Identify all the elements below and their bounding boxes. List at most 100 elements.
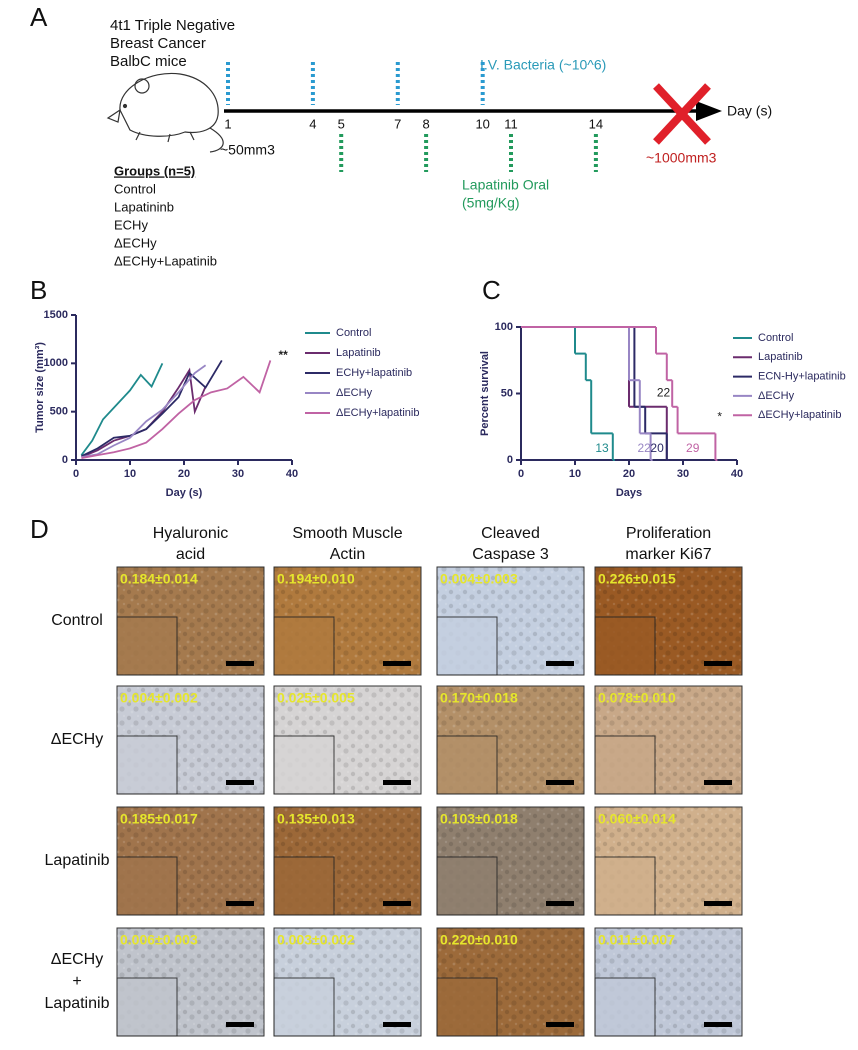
y-tick-label: 0 — [507, 454, 513, 466]
x-tick-label: 40 — [286, 468, 298, 480]
day-label: 8 — [422, 116, 429, 131]
row-label: ΔECHy — [51, 731, 103, 748]
panel-label: A — [30, 2, 48, 32]
legend-label: ECHy+lapatinib — [336, 367, 412, 379]
annotation: * — [717, 409, 722, 423]
micrograph-inset — [273, 735, 335, 795]
mouse-icon — [106, 72, 224, 153]
micrograph-inset — [116, 977, 178, 1037]
model-text: Breast Cancer — [110, 35, 206, 52]
micrograph-inset — [273, 616, 335, 676]
day-label: 5 — [338, 116, 345, 131]
scale-bar — [226, 780, 254, 785]
quantification: 0.170±0.018 — [440, 690, 518, 706]
panel-label: B — [30, 275, 47, 305]
column-header: acid — [176, 546, 205, 563]
micrograph-inset — [594, 735, 656, 795]
quantification: 0.220±0.010 — [440, 932, 518, 948]
day-label: 7 — [394, 116, 401, 131]
day-label: 1 — [224, 116, 231, 131]
quantification: 0.226±0.015 — [598, 571, 676, 587]
model-text: BalbC mice — [110, 53, 187, 70]
y-tick-label: 500 — [50, 406, 68, 418]
series-line — [80, 362, 164, 456]
x-axis-label: Day (s) — [166, 487, 203, 499]
quantification: 0.078±0.010 — [598, 690, 676, 706]
quantification: 0.185±0.017 — [120, 811, 198, 827]
legend-label: Lapatinib — [758, 351, 803, 363]
x-tick-label: 40 — [731, 468, 743, 480]
legend-label: Control — [758, 332, 793, 344]
row-label: Lapatinib — [45, 852, 110, 869]
legend-label: Lapatinib — [336, 347, 381, 359]
end-size: ~1000mm3 — [646, 150, 717, 166]
x-tick-label: 20 — [178, 468, 190, 480]
scale-bar — [546, 780, 574, 785]
annotation: 22 — [637, 441, 651, 455]
quantification: 0.004±0.002 — [120, 690, 198, 706]
lapatinib-label: (5mg/Kg) — [462, 195, 520, 211]
micrograph-inset — [594, 977, 656, 1037]
quantification: 0.184±0.014 — [120, 571, 198, 587]
x-tick-label: 0 — [518, 468, 524, 480]
scale-bar — [226, 1022, 254, 1027]
quantification: 0.103±0.018 — [440, 811, 518, 827]
group-name: ΔECHy — [114, 235, 157, 250]
annotation: 20 — [650, 441, 664, 455]
quantification: 0.194±0.010 — [277, 571, 355, 587]
y-tick-label: 50 — [501, 387, 513, 399]
y-axis-label: Percent survival — [479, 351, 491, 436]
x-tick-label: 0 — [73, 468, 79, 480]
micrograph-inset — [273, 856, 335, 916]
quantification: 0.011±0.007 — [598, 932, 675, 948]
y-tick-label: 100 — [495, 321, 513, 333]
micrograph-inset — [116, 616, 178, 676]
day-label: 10 — [475, 116, 489, 131]
row-label: Lapatinib — [45, 995, 110, 1012]
quantification: 0.135±0.013 — [277, 811, 355, 827]
group-name: Control — [114, 181, 156, 196]
scale-bar — [546, 661, 574, 666]
micrograph-inset — [116, 856, 178, 916]
group-name: Lapatininb — [114, 199, 174, 214]
column-header: Caspase 3 — [472, 546, 549, 563]
panel-label: C — [482, 275, 501, 305]
annotation: 13 — [595, 441, 609, 455]
row-label: Control — [51, 612, 103, 629]
annotation: ** — [279, 348, 289, 362]
row-label: + — [72, 973, 81, 990]
x-axis-label: Days — [616, 487, 642, 499]
series-line — [81, 364, 207, 458]
start-size: ~50mm3 — [220, 142, 275, 158]
quantification: 0.004±0.003 — [440, 571, 518, 587]
annotation: 22 — [657, 385, 671, 399]
scale-bar — [546, 901, 574, 906]
timeline-arrow — [696, 101, 722, 121]
scale-bar — [383, 661, 411, 666]
y-tick-label: 0 — [62, 454, 68, 466]
x-tick-label: 30 — [232, 468, 244, 480]
quantification: 0.025±0.005 — [277, 690, 355, 706]
micrograph-inset — [594, 856, 656, 916]
x-tick-label: 30 — [677, 468, 689, 480]
timeline-label: Day (s) — [727, 103, 772, 119]
scale-bar — [383, 780, 411, 785]
lapatinib-label: Lapatinib Oral — [462, 177, 549, 193]
x-tick-label: 20 — [623, 468, 635, 480]
legend-label: ECN-Hy+lapatinib — [758, 371, 846, 383]
column-header: Proliferation — [626, 525, 711, 542]
scale-bar — [704, 780, 732, 785]
column-header: Smooth Muscle — [292, 525, 402, 542]
legend-label: ΔECHy+lapatinib — [758, 409, 841, 421]
series-line — [81, 360, 272, 459]
day-label: 4 — [309, 116, 316, 131]
group-name: ECHy — [114, 217, 148, 232]
scale-bar — [226, 901, 254, 906]
legend-label: ΔECHy — [336, 387, 373, 399]
y-axis-label: Tumor size (mm³) — [34, 342, 46, 433]
column-header: marker Ki67 — [625, 546, 711, 563]
column-header: Cleaved — [481, 525, 540, 542]
x-tick-label: 10 — [569, 468, 581, 480]
micrograph-inset — [116, 735, 178, 795]
scale-bar — [704, 901, 732, 906]
